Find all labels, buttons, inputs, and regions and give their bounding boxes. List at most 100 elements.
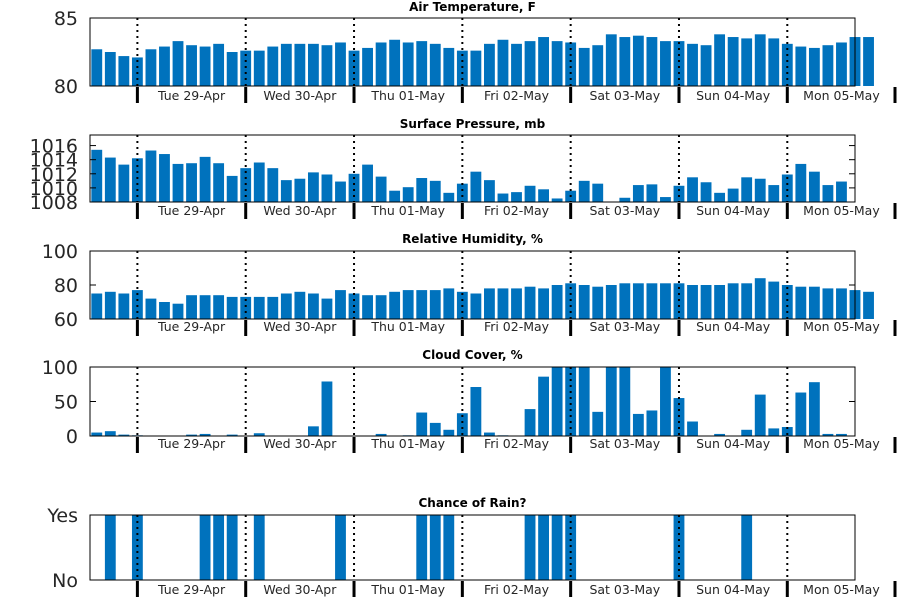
bar [538, 515, 549, 580]
bar [294, 178, 306, 202]
bar [822, 433, 834, 436]
bar [199, 433, 211, 436]
bar [660, 367, 671, 436]
bar [389, 39, 401, 86]
bar [335, 515, 346, 580]
bar [808, 171, 820, 202]
bar [104, 157, 116, 202]
bar [808, 47, 820, 86]
y-tick-label: 100 [42, 241, 78, 263]
bar [443, 192, 455, 202]
bar [307, 293, 319, 319]
bar [470, 387, 482, 436]
chart-panel: Air Temperature, F Tue 29-Apr Wed 30-Apr Th… [54, 0, 897, 103]
bar [429, 180, 441, 202]
bar [402, 187, 414, 202]
x-tick-label: Sun 04-May [696, 436, 771, 451]
bar [321, 381, 333, 436]
bar [578, 367, 590, 436]
bar [646, 283, 658, 319]
bar [118, 164, 130, 202]
x-tick-label: Wed 30-Apr [263, 88, 337, 103]
bar [700, 285, 712, 319]
bar [186, 163, 197, 202]
x-tick-label: Sat 03-May [589, 319, 660, 334]
bar [172, 163, 184, 202]
bar [226, 434, 238, 436]
bar [660, 197, 671, 202]
x-tick-label: Fri 02-May [484, 88, 550, 103]
bar [199, 156, 211, 202]
bar [226, 52, 238, 86]
bar [673, 283, 685, 319]
bar [307, 426, 319, 436]
bar [253, 515, 265, 580]
bar [362, 164, 373, 202]
chart-title: Cloud Cover, % [422, 348, 522, 362]
x-tick-label: Tue 29-Apr [157, 582, 226, 597]
bar [538, 288, 549, 319]
bar [362, 295, 373, 319]
x-tick-label: Wed 30-Apr [263, 582, 337, 597]
bar [538, 189, 549, 202]
bar [565, 367, 577, 436]
bar [240, 296, 252, 319]
x-tick-label: Sun 04-May [696, 582, 771, 597]
bar [511, 43, 522, 86]
bar [199, 515, 211, 580]
bar [592, 45, 604, 86]
x-tick-label: Tue 29-Apr [157, 88, 226, 103]
bar [497, 193, 509, 202]
bar [768, 428, 780, 436]
x-tick-label: Sun 04-May [696, 88, 771, 103]
bar [159, 154, 170, 202]
bar [673, 398, 685, 436]
bar [240, 168, 252, 202]
y-tick-label: 1012 [30, 164, 78, 186]
bar [578, 47, 590, 86]
bar [131, 158, 143, 202]
bar [781, 174, 793, 202]
bar [145, 298, 157, 319]
bar [714, 285, 726, 319]
bar [443, 515, 455, 580]
bar [660, 283, 671, 319]
bar [565, 515, 577, 580]
bar [578, 180, 590, 202]
axes-box [89, 134, 856, 203]
bar [91, 49, 103, 86]
bar [646, 184, 658, 202]
bar [578, 285, 590, 319]
bar [795, 392, 807, 436]
bar [213, 515, 225, 580]
bar [335, 290, 346, 319]
bar [267, 168, 279, 202]
bar [727, 283, 739, 319]
bar [768, 38, 780, 86]
bar [118, 293, 130, 319]
x-tick-label: Mon 05-May [803, 88, 880, 103]
bar [754, 178, 766, 202]
bar [280, 293, 292, 319]
x-tick-label: Sun 04-May [696, 319, 771, 334]
bar [754, 394, 766, 436]
bar [416, 290, 428, 319]
bar [754, 34, 766, 86]
bar [687, 177, 698, 202]
y-tick-label: 100 [42, 357, 78, 379]
bar [172, 303, 184, 319]
bar [172, 41, 184, 86]
bar [484, 43, 495, 86]
x-tick-label: Tue 29-Apr [157, 319, 226, 334]
x-tick-label: Sat 03-May [589, 203, 660, 218]
bar [687, 421, 698, 436]
bar [321, 174, 333, 202]
x-tick-label: Thu 01-May [370, 319, 445, 334]
bar [484, 288, 495, 319]
bar [741, 283, 753, 319]
bar [335, 181, 346, 202]
bar [159, 302, 170, 319]
bar [145, 49, 157, 86]
bar [632, 185, 644, 202]
bar [470, 171, 482, 202]
